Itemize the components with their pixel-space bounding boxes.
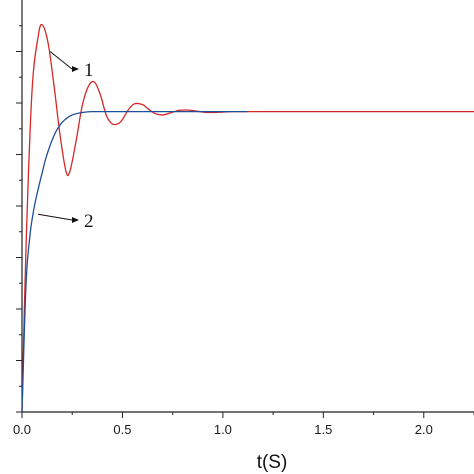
x-axis-label: t(S): [257, 452, 288, 473]
annotation-label: 2: [84, 211, 94, 232]
x-tick-label: 0.5: [113, 422, 131, 437]
series-line-2: [21, 110, 247, 413]
series-layer: [21, 23, 474, 413]
annotation-label: 1: [84, 60, 94, 81]
x-tick-label: 1.0: [214, 422, 232, 437]
annotation-arrowhead: [72, 217, 79, 223]
axis-tick-labels: 0.0 0.5 1.0 1.5 2.0: [13, 422, 433, 437]
axis-ticks: [16, 25, 474, 418]
annotation-arrow: [37, 213, 73, 221]
x-tick-label: 0.0: [13, 422, 31, 437]
x-tick-label: 2.0: [415, 422, 433, 437]
x-tick-label: 1.5: [314, 422, 332, 437]
annotations: 12: [37, 51, 94, 232]
annotation-arrowhead: [72, 66, 79, 72]
annotation-arrow: [49, 51, 73, 70]
